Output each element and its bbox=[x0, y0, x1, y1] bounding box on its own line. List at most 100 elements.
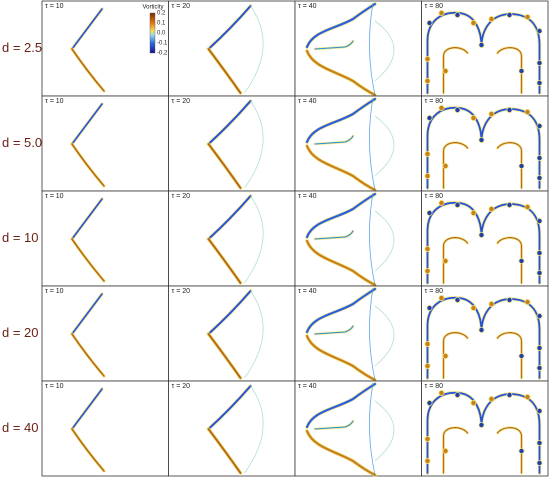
vortex-sheet bbox=[305, 239, 377, 287]
colorbar-tick-label: -0.1 bbox=[157, 41, 168, 47]
panel-field bbox=[424, 294, 543, 380]
faint-wave bbox=[244, 100, 264, 189]
vortex-blob bbox=[438, 9, 445, 16]
vortex-blob bbox=[488, 300, 495, 307]
vortex-blob bbox=[424, 151, 431, 158]
vortex-blob bbox=[518, 68, 525, 75]
row-label: d = 10 bbox=[2, 230, 39, 245]
vortex-sheet bbox=[207, 195, 252, 240]
panel-field bbox=[206, 384, 264, 475]
vortex-blob bbox=[488, 395, 495, 402]
panel-label: τ = 20 bbox=[172, 193, 191, 200]
panel-label: τ = 40 bbox=[298, 288, 317, 295]
vortex-sheet bbox=[71, 8, 103, 50]
vortex-sheet bbox=[71, 103, 103, 145]
colorbar-title: Vorticity bbox=[142, 5, 163, 11]
vortex-blob bbox=[470, 19, 477, 26]
row-label: d = 2.5 bbox=[2, 40, 42, 55]
vortex-blob bbox=[536, 270, 543, 277]
panel-label: τ = 40 bbox=[298, 98, 317, 105]
vortex-blob bbox=[478, 137, 485, 144]
vortex-sheet bbox=[314, 230, 354, 240]
row-label: d = 20 bbox=[2, 325, 39, 340]
vortex-blob bbox=[536, 60, 543, 67]
vortex-sheet bbox=[442, 47, 469, 94]
vortex-blob bbox=[536, 250, 543, 257]
vortex-sheet bbox=[442, 332, 469, 379]
panel-field bbox=[70, 197, 106, 283]
vortex-sheet bbox=[305, 2, 377, 49]
vortex-blob bbox=[438, 104, 445, 111]
panel-label: τ = 10 bbox=[45, 288, 64, 295]
panel-label: τ = 80 bbox=[425, 3, 444, 10]
vortex-blob bbox=[518, 353, 525, 360]
vortex-sheet bbox=[496, 237, 523, 284]
vortex-blob bbox=[454, 11, 461, 18]
panel-label: τ = 80 bbox=[425, 383, 444, 390]
colorbar-tick-label: -0.2 bbox=[157, 51, 168, 57]
vortex-blob bbox=[536, 460, 543, 467]
panel-label: τ = 10 bbox=[45, 383, 64, 390]
vortex-sheet bbox=[71, 333, 105, 377]
vortex-sheet bbox=[305, 382, 377, 429]
vortex-sheet bbox=[207, 428, 242, 474]
faint-wave bbox=[369, 97, 376, 191]
faint-wave bbox=[244, 385, 264, 474]
vortex-blob bbox=[536, 312, 543, 319]
vortex-sheet bbox=[305, 429, 377, 477]
panel-field bbox=[424, 389, 543, 475]
vortex-blob bbox=[470, 114, 477, 121]
vortex-sheet bbox=[207, 385, 252, 430]
vortex-blob bbox=[488, 15, 495, 22]
vortex-sheet bbox=[207, 48, 242, 94]
vortex-blob bbox=[438, 199, 445, 206]
vortex-blob bbox=[536, 440, 543, 447]
vortex-blob bbox=[518, 258, 525, 265]
panel-field bbox=[70, 7, 106, 93]
vortex-blob bbox=[424, 341, 431, 348]
panel-frame bbox=[41, 0, 169, 97]
panel-field bbox=[424, 104, 543, 190]
faint-wave bbox=[374, 305, 395, 367]
vortex-sheet bbox=[71, 238, 105, 282]
faint-wave bbox=[374, 400, 395, 462]
panel-field bbox=[305, 97, 395, 192]
vortex-blob bbox=[424, 78, 431, 85]
panel-frame bbox=[41, 190, 169, 287]
vortex-sheet bbox=[305, 192, 377, 239]
vortex-sheet bbox=[305, 144, 377, 192]
vortex-blob bbox=[424, 246, 431, 253]
vortex-blob bbox=[424, 173, 431, 180]
vortex-blob bbox=[518, 448, 525, 455]
colorbar bbox=[149, 12, 156, 54]
panel-field bbox=[424, 199, 543, 285]
vortex-blob bbox=[442, 68, 449, 75]
vortex-blob bbox=[426, 399, 433, 406]
vortex-blob bbox=[488, 205, 495, 212]
vortex-sheet bbox=[496, 427, 523, 474]
vortex-blob bbox=[518, 163, 525, 170]
panel-label: τ = 20 bbox=[172, 98, 191, 105]
vortex-blob bbox=[536, 175, 543, 182]
panel-label: τ = 10 bbox=[45, 98, 64, 105]
vortex-blob bbox=[442, 353, 449, 360]
panel-frame bbox=[41, 95, 169, 192]
vortex-blob bbox=[536, 365, 543, 372]
faint-wave bbox=[369, 2, 376, 96]
panel-field bbox=[305, 192, 395, 287]
panel-label: τ = 20 bbox=[172, 288, 191, 295]
panel-field bbox=[70, 292, 106, 378]
vortex-blob bbox=[442, 163, 449, 170]
colorbar-tick-label: 0.1 bbox=[157, 21, 166, 27]
panel-label: τ = 80 bbox=[425, 193, 444, 200]
panel-label: τ = 40 bbox=[298, 193, 317, 200]
vortex-blob bbox=[524, 298, 531, 305]
vortex-sheet bbox=[496, 47, 523, 94]
vortex-sheet bbox=[442, 427, 469, 474]
panel-field bbox=[206, 99, 264, 190]
vortex-blob bbox=[524, 203, 531, 210]
vortex-blob bbox=[536, 122, 543, 129]
vortex-blob bbox=[536, 217, 543, 224]
vortex-blob bbox=[426, 209, 433, 216]
colorbar-tick-label: 0.2 bbox=[157, 11, 166, 17]
